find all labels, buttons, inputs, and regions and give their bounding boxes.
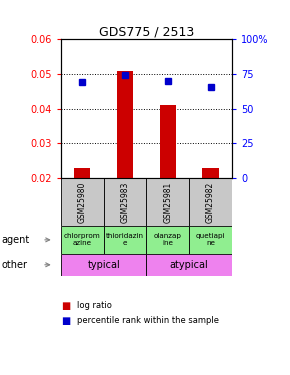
Text: log ratio: log ratio <box>77 301 112 310</box>
Text: GSM25983: GSM25983 <box>121 181 130 223</box>
Bar <box>104 226 146 254</box>
Bar <box>189 178 232 226</box>
Text: quetiapi
ne: quetiapi ne <box>196 233 225 246</box>
Bar <box>61 226 104 254</box>
Text: olanzap
ine: olanzap ine <box>154 233 182 246</box>
Text: chlorprom
azine: chlorprom azine <box>64 233 101 246</box>
Bar <box>117 70 133 178</box>
Text: atypical: atypical <box>170 260 209 270</box>
Text: GSM25981: GSM25981 <box>163 181 172 222</box>
Bar <box>74 168 90 178</box>
Bar <box>61 254 146 276</box>
Text: typical: typical <box>87 260 120 270</box>
Text: other: other <box>1 260 28 270</box>
Text: GSM25980: GSM25980 <box>78 181 87 223</box>
Text: GSM25982: GSM25982 <box>206 181 215 222</box>
Bar <box>189 226 232 254</box>
Bar <box>160 105 176 178</box>
Bar <box>104 178 146 226</box>
Text: agent: agent <box>1 235 30 245</box>
Text: thioridazin
e: thioridazin e <box>106 233 144 246</box>
Bar <box>146 254 232 276</box>
Bar <box>146 226 189 254</box>
Text: percentile rank within the sample: percentile rank within the sample <box>77 316 219 325</box>
Bar <box>146 178 189 226</box>
Bar <box>61 178 104 226</box>
Bar <box>202 168 219 178</box>
Title: GDS775 / 2513: GDS775 / 2513 <box>99 25 194 38</box>
Text: ■: ■ <box>61 301 70 310</box>
Text: ■: ■ <box>61 316 70 326</box>
